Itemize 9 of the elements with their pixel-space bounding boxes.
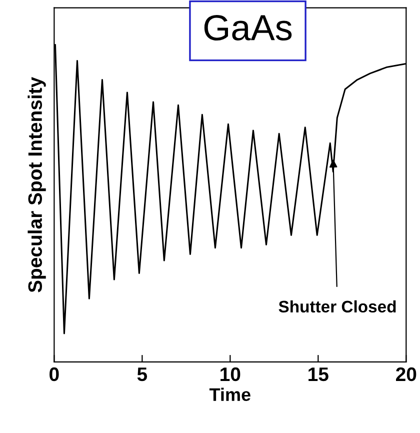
text: GaAs (204, 14, 292, 41)
x-tick-label: 0 (50, 367, 59, 382)
x-tick-label: 5 (137, 368, 148, 382)
annotation: Shutter Closed (278, 300, 396, 313)
x-tick-label: 20 (396, 367, 416, 382)
x-tick-label: 10 (220, 367, 240, 382)
x-tick-label: 15 (308, 368, 328, 382)
x-axis-title: Time (209, 388, 250, 402)
y-axis-title: Specular Spot Intensity (28, 76, 46, 292)
